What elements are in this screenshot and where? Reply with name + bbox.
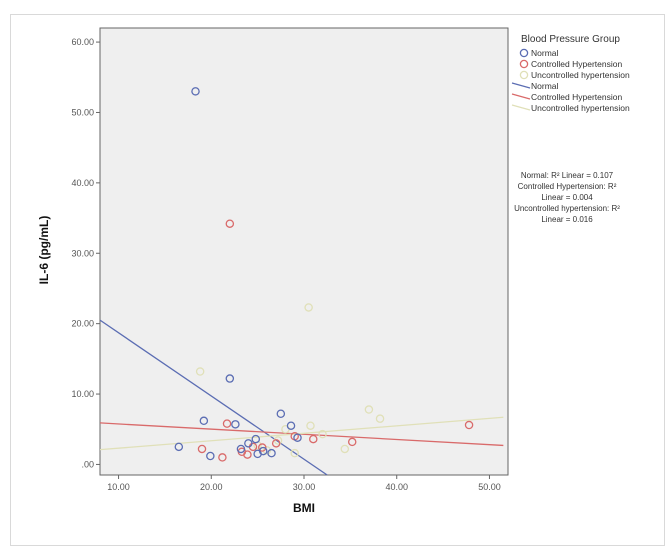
point-controlled-hypertension	[464, 420, 474, 430]
point-normal	[244, 439, 253, 448]
point-controlled-hypertension	[218, 453, 227, 462]
point-uncontrolled-hypertension	[340, 444, 350, 454]
y-tick-label: 30.00	[71, 248, 94, 258]
fit-lines	[100, 319, 504, 475]
x-tick-label: 30.00	[293, 482, 316, 492]
point-normal	[253, 449, 262, 459]
point-controlled-hypertension	[271, 439, 281, 448]
point-uncontrolled-hypertension	[262, 446, 272, 455]
point-controlled-hypertension	[258, 443, 267, 452]
point-controlled-hypertension	[309, 434, 318, 444]
fit-line-uncontrolled-hypertension	[100, 416, 504, 451]
y-axis-title: IL-6 (pg/mL)	[37, 216, 51, 285]
data-points	[174, 87, 474, 462]
point-normal	[174, 442, 184, 452]
annotation-line: Normal: R² Linear = 0.107	[521, 171, 614, 180]
legend-label-uncontrolled-hypertension: Uncontrolled hypertension	[531, 103, 630, 113]
point-controlled-hypertension	[347, 437, 357, 447]
legend-label-uncontrolled-hypertension: Uncontrolled hypertension	[531, 70, 630, 80]
point-controlled-hypertension	[197, 444, 207, 454]
point-normal	[236, 444, 246, 454]
point-uncontrolled-hypertension	[306, 421, 315, 430]
point-normal	[199, 416, 209, 426]
point-normal	[206, 451, 215, 461]
y-tick-label: 40.00	[71, 178, 94, 188]
legend-line-normal	[511, 82, 531, 89]
y-tick-label: 10.00	[71, 389, 94, 399]
point-controlled-hypertension	[225, 219, 235, 228]
y-tick-label: 60.00	[71, 37, 94, 47]
point-normal	[231, 420, 240, 429]
y-tick-label: 50.00	[71, 107, 94, 117]
fit-line-controlled-hypertension	[100, 422, 504, 447]
point-uncontrolled-hypertension	[364, 405, 374, 414]
annotation-line: Linear = 0.016	[541, 215, 593, 224]
legend-label-controlled-hypertension: Controlled Hypertension	[531, 92, 622, 102]
y-tick-label: 20.00	[71, 319, 94, 329]
point-uncontrolled-hypertension	[318, 429, 327, 439]
x-axis: 10.00 20.00 30.00 40.00 50.00	[107, 475, 501, 492]
point-uncontrolled-hypertension	[195, 367, 205, 376]
point-controlled-hypertension	[222, 419, 232, 428]
point-controlled-hypertension	[243, 450, 252, 459]
point-uncontrolled-hypertension	[375, 414, 385, 423]
point-normal	[267, 448, 276, 458]
annotation-line: Linear = 0.004	[541, 193, 593, 202]
x-tick-label: 20.00	[200, 482, 223, 492]
legend-marker-normal	[519, 48, 529, 58]
legend-line-controlled-hypertension	[511, 93, 531, 100]
point-normal	[276, 409, 286, 419]
r-squared-annotation: Normal: R² Linear = 0.107 Controlled Hype…	[514, 171, 620, 224]
point-uncontrolled-hypertension	[290, 448, 299, 458]
point-normal	[286, 421, 296, 430]
legend-label-normal: Normal	[531, 48, 559, 58]
plot-area	[99, 27, 509, 476]
legend-label-normal: Normal	[531, 81, 559, 91]
legend-line-uncontrolled-hypertension	[511, 104, 531, 111]
point-uncontrolled-hypertension	[304, 303, 313, 312]
x-tick-label: 50.00	[478, 482, 501, 492]
x-tick-label: 40.00	[385, 482, 408, 492]
point-normal	[251, 434, 261, 444]
legend-marker-uncontrolled-hypertension	[519, 70, 529, 80]
annotation-line: Controlled Hypertension: R²	[518, 182, 617, 191]
point-normal	[225, 374, 235, 383]
x-axis-title: BMI	[293, 501, 315, 515]
point-normal	[293, 433, 302, 442]
x-tick-label: 10.00	[107, 482, 130, 492]
legend-title: Blood Pressure Group	[521, 34, 620, 45]
y-axis: .00 10.00 20.00 30.00 40.00 50.00 60.00	[71, 37, 100, 469]
y-tick-label: .00	[81, 459, 94, 469]
legend-label-controlled-hypertension: Controlled Hypertension	[531, 59, 622, 69]
legend-marker-controlled-hypertension	[519, 59, 529, 69]
fit-line-normal	[100, 319, 328, 475]
annotation-line: Uncontrolled hypertension: R²	[514, 204, 620, 213]
point-normal	[191, 87, 200, 96]
